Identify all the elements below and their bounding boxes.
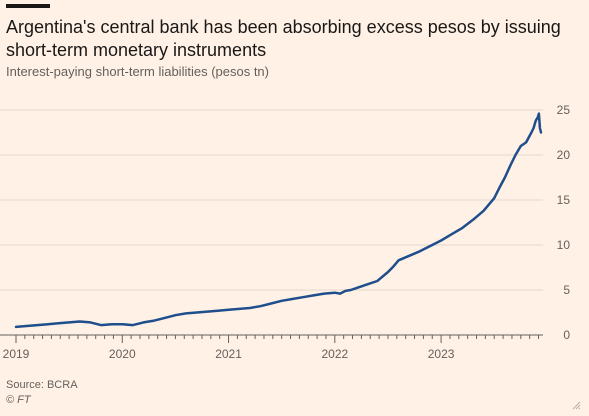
y-axis: 0 5 10 15 20 25 — [557, 103, 571, 342]
source-note: Source: BCRA — [6, 379, 78, 391]
line-chart: 2019 2020 2021 2022 2023 0 5 10 15 20 25 — [0, 103, 571, 361]
chart-title: Argentina's central bank has been absorb… — [6, 17, 561, 60]
top-rule — [6, 4, 50, 8]
y-tick-label: 25 — [557, 103, 571, 117]
x-axis: 2019 2020 2021 2022 2023 — [3, 335, 540, 361]
gridlines — [0, 109, 543, 336]
x-tick-label: 2021 — [215, 347, 242, 361]
resize-grip-icon — [572, 401, 581, 410]
y-tick-label: 15 — [557, 193, 571, 207]
series-line-0 — [14, 112, 543, 329]
ft-credit: © FT — [6, 394, 31, 406]
y-tick-label: 10 — [557, 238, 571, 252]
x-tick-label: 2023 — [428, 347, 455, 361]
y-tick-label: 5 — [563, 283, 570, 297]
x-tick-label: 2019 — [3, 347, 30, 361]
y-tick-label: 20 — [557, 148, 571, 162]
x-tick-label: 2020 — [109, 347, 136, 361]
y-tick-label: 0 — [563, 328, 570, 342]
series-group — [14, 112, 543, 329]
x-tick-label: 2022 — [321, 347, 348, 361]
chart-subtitle: Interest-paying short-term liabilities (… — [6, 64, 269, 79]
